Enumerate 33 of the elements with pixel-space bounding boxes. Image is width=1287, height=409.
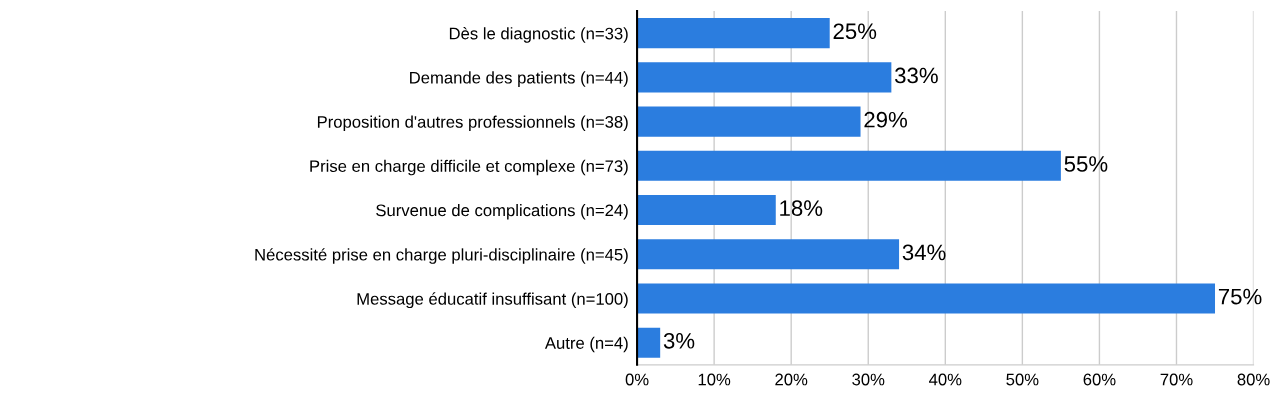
- x-tick-label: 30%: [852, 373, 885, 386]
- data-label: 55%: [1064, 156, 1108, 172]
- y-tick-label: Demande des patients (n=44): [410, 71, 628, 87]
- y-tick-label: Nécessité prise en charge pluri-disciplinaire (n=45): [255, 248, 628, 264]
- bar: [637, 150, 1061, 181]
- y-tick-label: Survenue de complications (n=24): [376, 204, 628, 220]
- x-tick-label: 10%: [698, 373, 731, 386]
- x-tick-label: 40%: [929, 373, 962, 386]
- bar: [637, 195, 776, 226]
- bar: [637, 327, 661, 358]
- data-label: 25%: [833, 23, 877, 40]
- bar: [637, 283, 1216, 314]
- x-tick-label: 80%: [1237, 373, 1270, 386]
- bar: [637, 239, 900, 270]
- bar: [637, 18, 830, 49]
- data-label: 34%: [902, 244, 946, 261]
- y-tick-label: Autre (n=4): [544, 336, 628, 353]
- y-tick-label: Dès le diagnostic (n=33): [449, 27, 628, 43]
- bar: [637, 62, 892, 93]
- x-tick-label: 50%: [1006, 373, 1039, 386]
- data-label: 29%: [864, 111, 907, 128]
- y-tick-label: Message éducatif insuffisant (n=100): [357, 292, 628, 309]
- x-tick-label: 70%: [1160, 373, 1193, 386]
- data-label: 33%: [894, 67, 938, 84]
- data-label: 18%: [780, 200, 823, 217]
- x-tick-label: 0%: [625, 373, 649, 386]
- y-tick-label: Proposition d'autres professionnels (n=38): [317, 115, 628, 132]
- data-label: 75%: [1218, 288, 1262, 305]
- bar: [637, 106, 861, 137]
- x-tick-label: 20%: [775, 373, 808, 386]
- x-tick-label: 60%: [1083, 373, 1116, 386]
- data-label: 3%: [663, 332, 695, 349]
- y-tick-label: Prise en charge difficile et complexe (n=73): [310, 159, 628, 176]
